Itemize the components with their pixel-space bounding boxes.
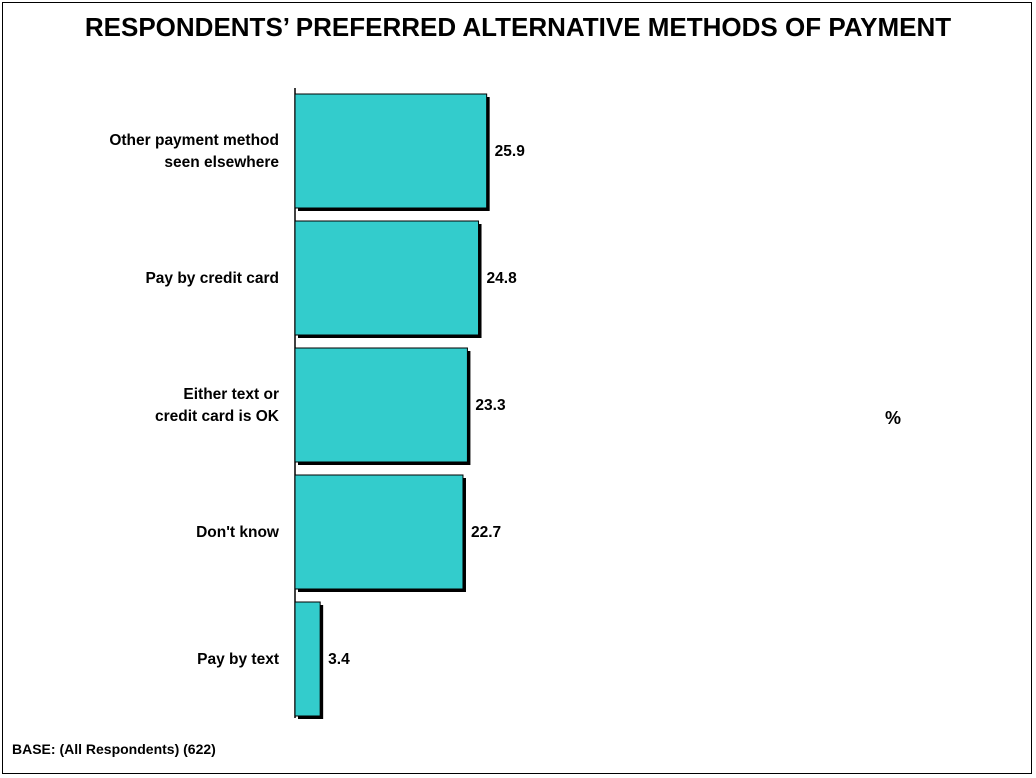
bar: [294, 601, 321, 717]
bar: [294, 474, 464, 590]
category-label: Either text or credit card is OK: [155, 386, 280, 425]
base-note: BASE: (All Respondents) (622): [12, 741, 216, 757]
bar: [294, 93, 488, 209]
value-label: 25.9: [495, 143, 526, 160]
category-label: Don't know: [196, 524, 280, 541]
value-label: 24.8: [487, 270, 518, 287]
category-label: Pay by credit card: [145, 270, 279, 287]
value-label: 22.7: [471, 524, 501, 541]
chart-title: RESPONDENTS’ PREFERRED ALTERNATIVE METHO…: [84, 12, 952, 42]
bar: [294, 347, 468, 463]
unit-label: %: [885, 408, 901, 428]
bar: [294, 220, 480, 336]
category-label: Other payment method seen elsewhere: [109, 132, 279, 171]
category-label: Pay by text: [197, 651, 279, 668]
value-label: 23.3: [475, 397, 506, 414]
value-label: 3.4: [328, 651, 350, 668]
